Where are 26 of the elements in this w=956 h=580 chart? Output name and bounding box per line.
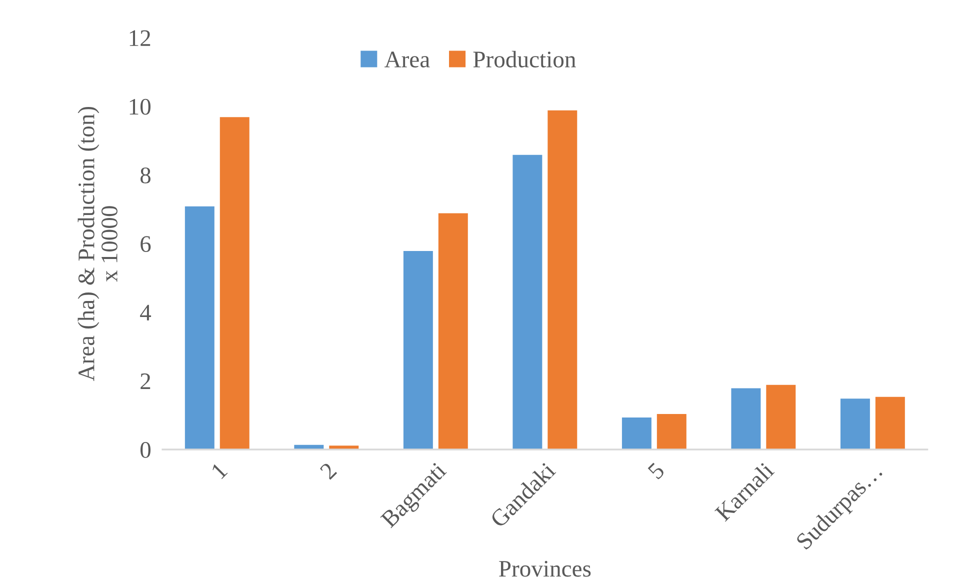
y-tick-label: 0: [140, 442, 151, 458]
bar: [620, 416, 653, 450]
x-tick-label: 5: [647, 462, 666, 480]
y-tick-label: 6: [140, 236, 151, 252]
x-tick-label: 2: [319, 462, 338, 480]
bar: [512, 154, 544, 450]
legend-label: Production: [473, 50, 576, 68]
bar: [546, 109, 578, 450]
legend-label: Area: [384, 52, 430, 68]
y-tick-label: 8: [140, 167, 151, 184]
y-tick-label: 12: [130, 30, 150, 46]
bar: [839, 397, 872, 450]
bar: [874, 396, 906, 450]
bar: [437, 212, 469, 450]
x-tick-label: 1: [210, 462, 228, 480]
bar: [730, 387, 762, 450]
y-tick-label: 10: [130, 98, 151, 115]
bar: [656, 412, 688, 450]
bar: [402, 250, 434, 450]
y-tick-label: 2: [140, 373, 150, 390]
bar: [218, 116, 250, 450]
y-tick-label: 4: [140, 304, 152, 320]
bar: [184, 205, 216, 450]
x-axis-title: Provinces: [499, 560, 591, 577]
y-axis-title: Area (ha) & Production (ton) x 10000: [78, 106, 118, 382]
bar: [765, 384, 797, 450]
